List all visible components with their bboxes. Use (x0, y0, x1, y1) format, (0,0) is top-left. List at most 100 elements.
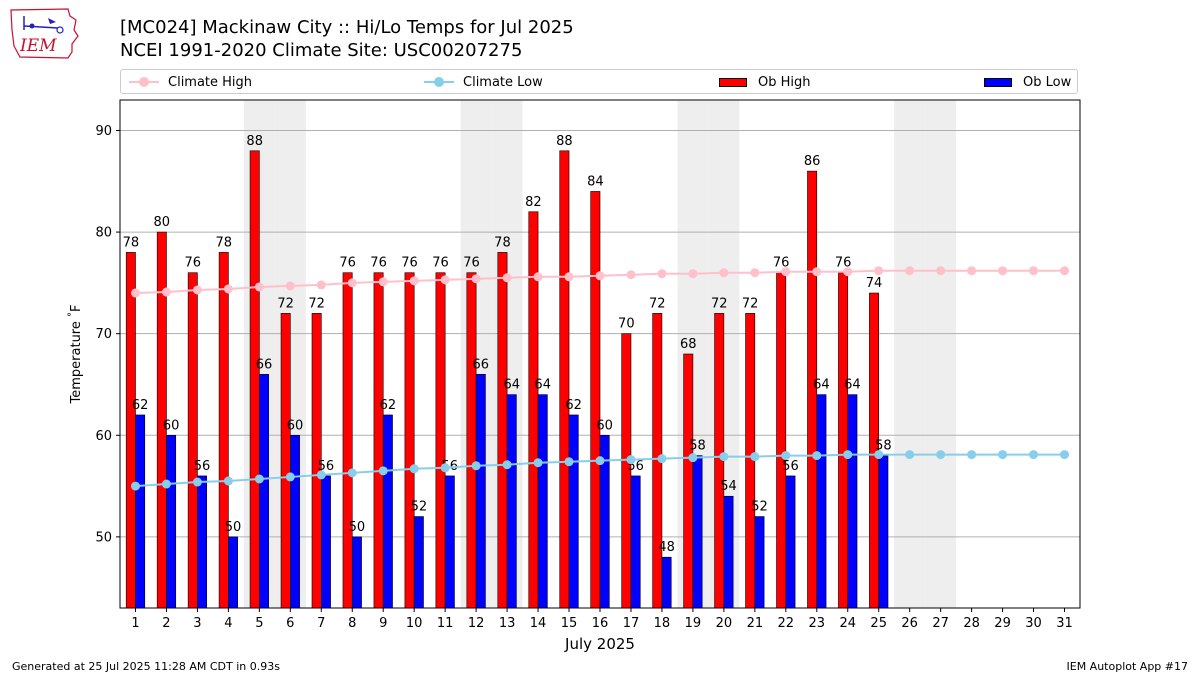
climate-high-point (967, 266, 977, 276)
climate-high-point (378, 277, 388, 287)
ob-low-bar (228, 536, 238, 609)
y-tick-label: 80 (95, 226, 112, 241)
ob-high-label: 78 (494, 235, 511, 250)
x-axis-label: July 2025 (564, 635, 635, 653)
ob-low-bar (723, 495, 734, 609)
y-tick-label: 60 (95, 429, 112, 444)
ob-high-bar (776, 272, 787, 609)
ob-high-label: 88 (246, 134, 263, 149)
x-tick-label: 28 (963, 616, 980, 631)
x-tick-label: 25 (870, 616, 887, 631)
climate-high-point (657, 269, 667, 279)
ob-low-label: 62 (565, 398, 582, 413)
y-tick-label: 70 (95, 327, 112, 342)
ob-low-label: 56 (782, 459, 799, 474)
x-tick-label: 30 (1025, 616, 1042, 631)
climate-high-point (812, 267, 822, 277)
climate-high-point (626, 270, 636, 280)
ob-high-bar (404, 272, 415, 609)
x-tick-label: 13 (499, 616, 516, 631)
x-tick-label: 22 (778, 616, 795, 631)
ob-high-bar (249, 150, 260, 609)
climate-high-point (781, 267, 791, 277)
ob-low-bar (878, 455, 889, 609)
ob-low-bar (290, 434, 300, 609)
ob-low-label: 64 (844, 378, 861, 393)
climate-high-point (161, 287, 171, 297)
ob-high-label: 76 (401, 256, 418, 271)
climate-high-point (595, 271, 605, 281)
climate-low-point (564, 457, 574, 467)
ob-low-label: 62 (132, 398, 149, 413)
x-tick-label: 17 (623, 616, 640, 631)
climate-high-point (130, 288, 140, 298)
ob-low-bar (568, 414, 579, 609)
climate-high-point (1029, 266, 1039, 276)
climate-high-point (409, 276, 419, 286)
legend-line-marker (129, 75, 159, 89)
climate-low-point (595, 456, 605, 466)
legend-item-ob-low: Ob Low (984, 73, 1071, 91)
climate-high-point (192, 285, 202, 295)
climate-high-point (998, 266, 1008, 276)
ob-low-bar (475, 374, 486, 609)
x-tick-label: 24 (839, 616, 856, 631)
ob-high-label: 82 (525, 195, 542, 210)
x-tick-label: 16 (592, 616, 609, 631)
ob-low-label: 62 (380, 398, 397, 413)
ob-high-label: 86 (804, 154, 821, 169)
climate-high-point (440, 275, 450, 285)
ob-high-label: 78 (215, 235, 232, 250)
ob-high-label: 80 (154, 215, 171, 230)
ob-high-label: 84 (587, 174, 604, 189)
climate-high-point (502, 273, 512, 283)
ob-high-bar (838, 272, 849, 609)
ob-low-label: 52 (411, 500, 428, 515)
climate-low-point (719, 452, 729, 462)
climate-high-point (285, 281, 295, 291)
footer-generated: Generated at 25 Jul 2025 11:28 AM CDT in… (12, 660, 280, 673)
legend-item-ob-high: Ob High (719, 73, 811, 91)
y-axis-label: Temperature °F (67, 305, 85, 405)
x-tick-label: 10 (406, 616, 423, 631)
x-tick-label: 29 (994, 616, 1011, 631)
ob-high-bar (466, 272, 477, 609)
ob-low-label: 58 (875, 439, 892, 454)
ob-high-label: 76 (463, 256, 480, 271)
ob-low-bar (259, 374, 269, 609)
legend-label: Ob High (758, 74, 811, 90)
x-tick-label: 15 (561, 616, 578, 631)
ob-low-label: 52 (751, 500, 768, 515)
climate-low-point (502, 460, 512, 470)
ob-low-label: 66 (256, 357, 273, 372)
climate-low-point (347, 468, 357, 478)
legend-label: Climate Low (463, 74, 543, 90)
ob-low-bar (197, 475, 208, 609)
y-tick-label: 50 (95, 530, 112, 545)
ob-high-bar (280, 313, 291, 609)
ob-low-bar (785, 475, 796, 609)
climate-high-point (843, 267, 853, 277)
ob-high-label: 76 (339, 256, 356, 271)
ob-high-bar (590, 191, 601, 609)
ob-high-label: 76 (432, 256, 449, 271)
footer-app: IEM Autoplot App #17 (1066, 660, 1189, 673)
climate-low-point (936, 450, 946, 460)
ob-high-bar (559, 150, 570, 609)
ob-low-bar (847, 394, 858, 609)
legend-label: Climate High (168, 74, 253, 90)
climate-high-point (316, 280, 326, 290)
x-tick-label: 8 (348, 616, 356, 631)
ob-low-label: 64 (503, 378, 520, 393)
x-tick-label: 9 (379, 616, 387, 631)
ob-low-label: 66 (473, 357, 490, 372)
ob-low-label: 58 (689, 439, 706, 454)
chart-subtitle: NCEI 1991-2020 Climate Site: USC00207275 (120, 40, 523, 61)
climate-high-point (936, 266, 946, 276)
ob-high-label: 72 (742, 296, 759, 311)
climate-low-point (471, 461, 481, 471)
x-tick-label: 11 (437, 616, 454, 631)
climate-low-point (967, 450, 977, 460)
ob-high-bar (187, 272, 198, 609)
ob-low-bar (382, 414, 393, 609)
